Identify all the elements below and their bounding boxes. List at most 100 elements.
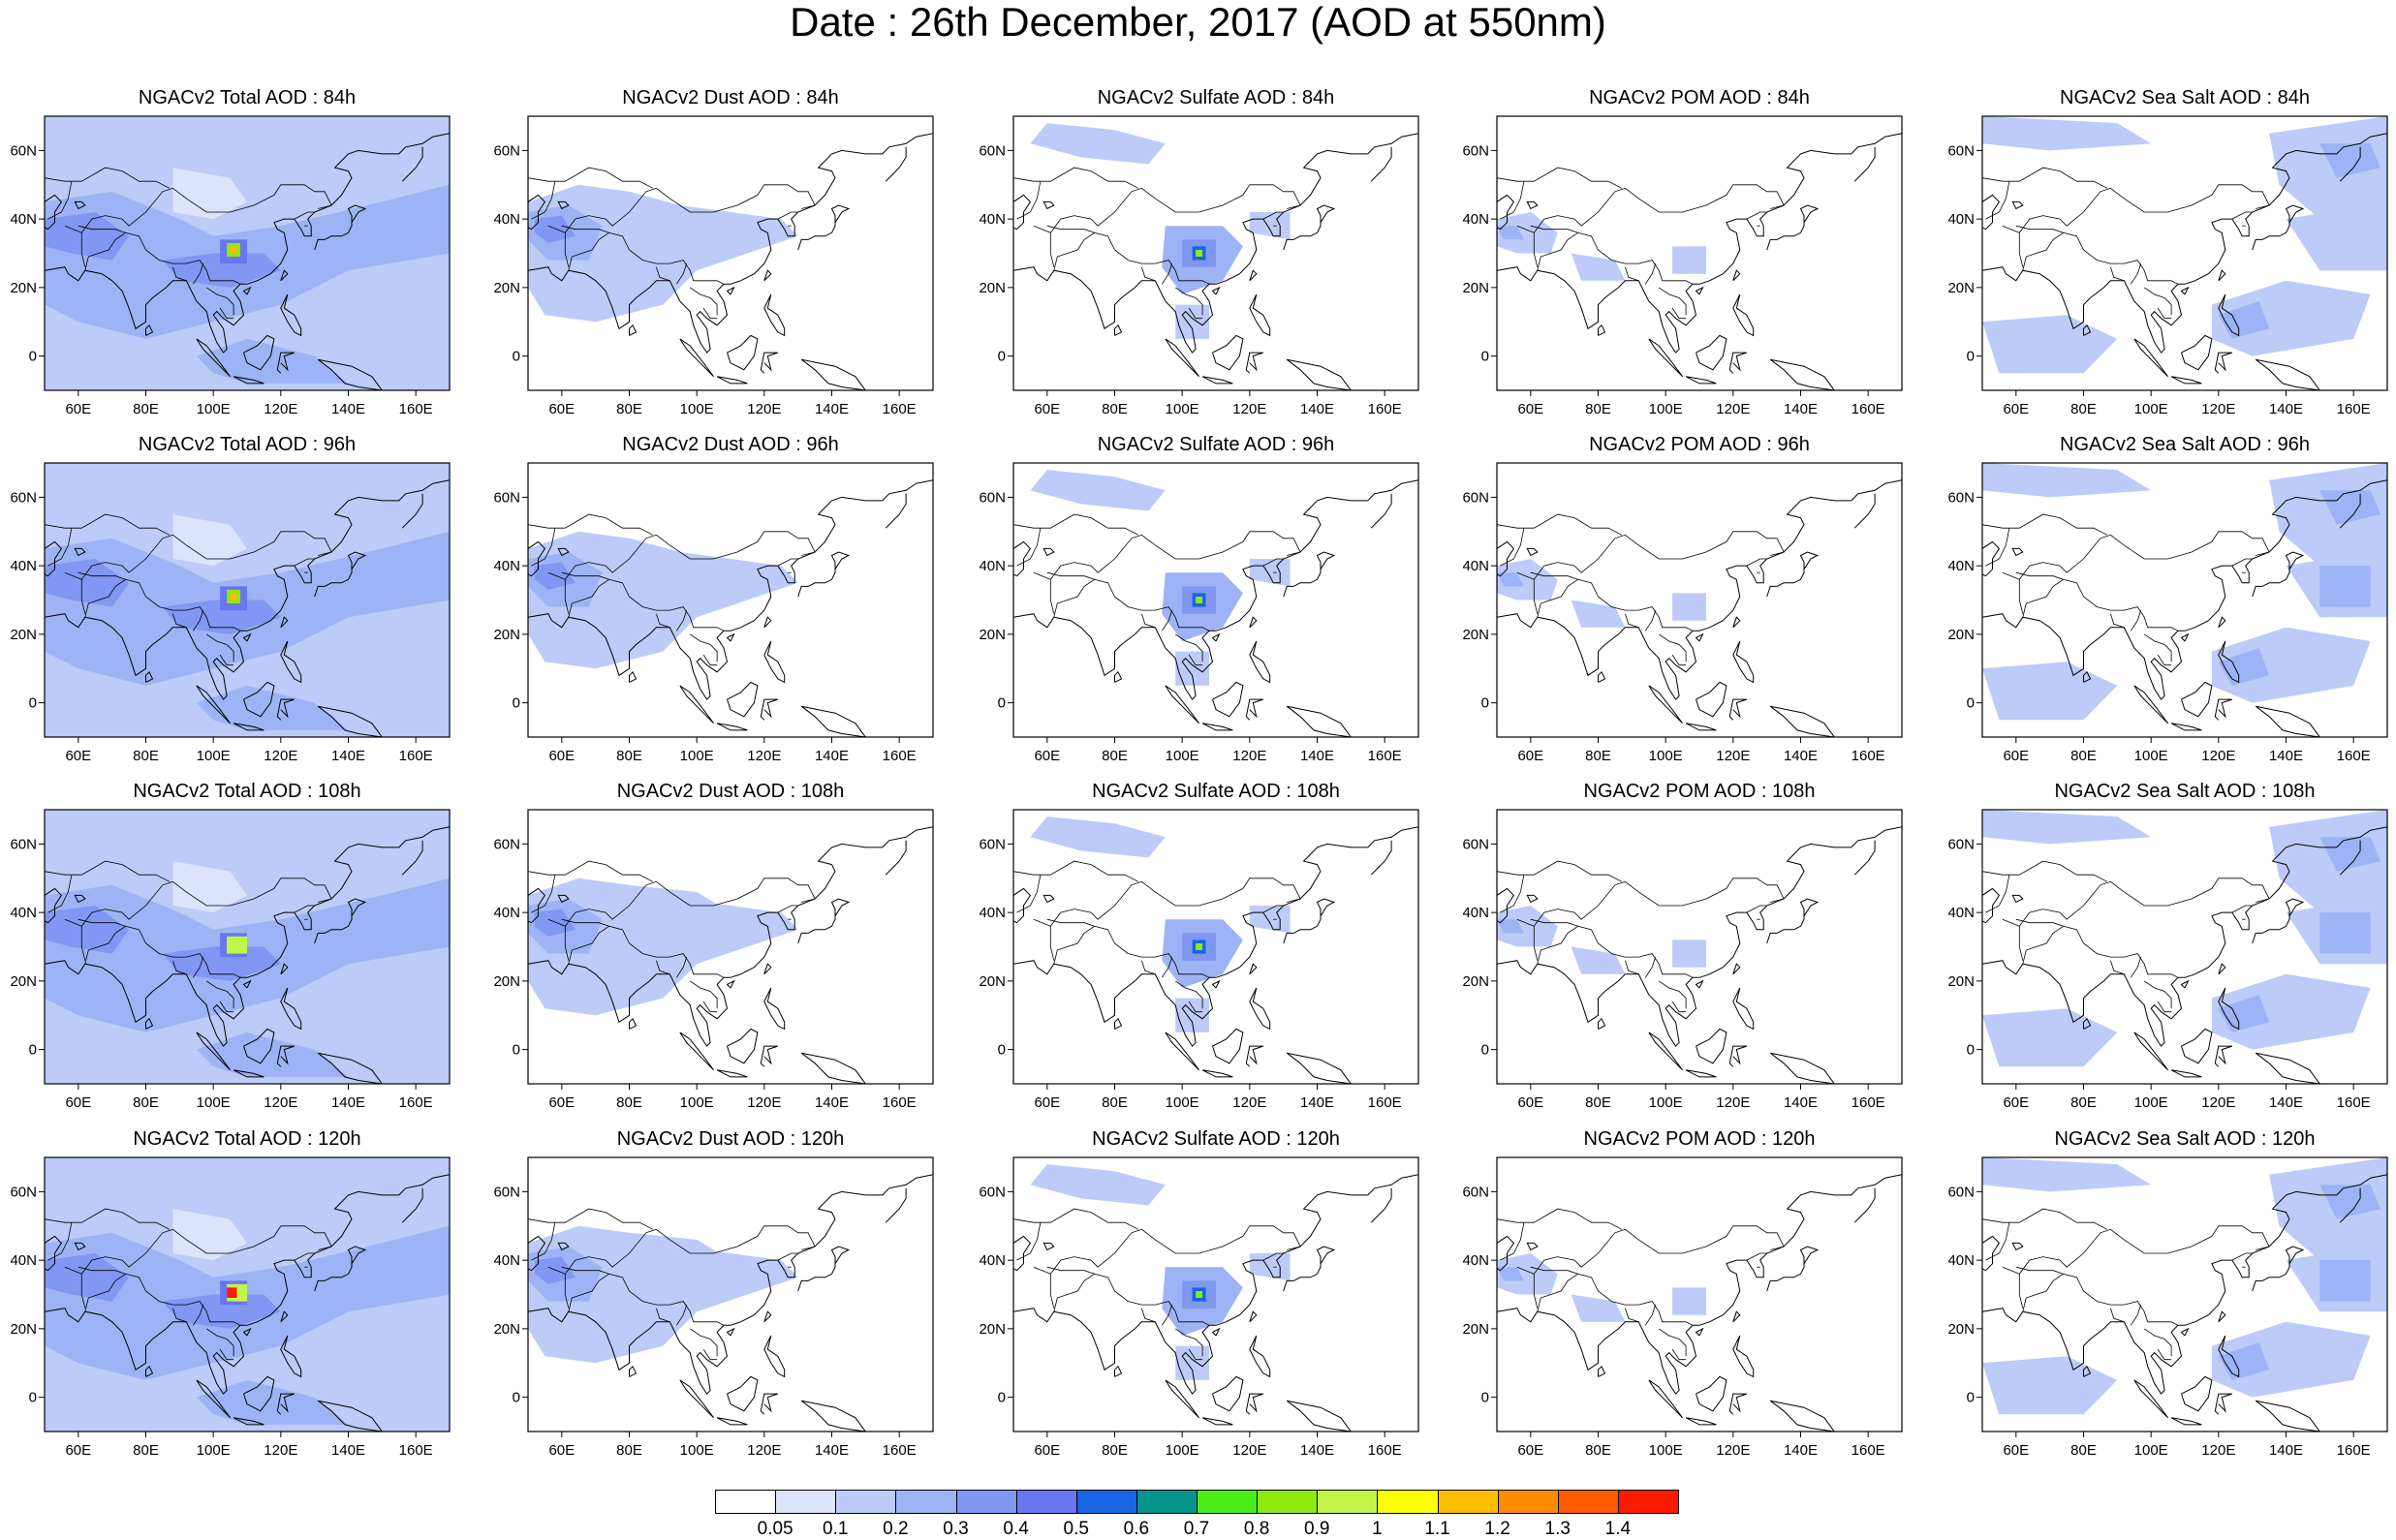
aod-field-patch [196, 1379, 349, 1425]
country-border [1671, 1001, 1687, 1013]
panel-title: NGACv2 Sulfate AOD : 120h [1092, 1128, 1340, 1150]
coastline [1042, 547, 1055, 557]
country-border [1500, 875, 1525, 913]
coastline [1982, 540, 2001, 577]
coastline [1249, 616, 1258, 629]
country-border [1174, 1328, 1203, 1357]
country-border [2130, 262, 2142, 285]
coastline [528, 826, 933, 1047]
coastline [1853, 146, 1876, 182]
map-plot: 60E 80E 100E 120E 140E 160E 0 20N 40N 60N [10, 462, 451, 764]
coastline [1695, 1327, 1704, 1337]
aod-field-patch [629, 884, 731, 920]
coastline [1211, 632, 1221, 642]
coastline [629, 1017, 638, 1030]
lon-tick-label: 100E [197, 748, 231, 764]
lon-tick-label: 140E [331, 1442, 365, 1459]
lon-tick-label: 60E [1034, 1442, 1060, 1459]
lon-tick-label: 80E [616, 401, 642, 417]
lat-tick-label: 40N [10, 905, 37, 921]
coastline [1211, 979, 1221, 989]
lat-tick-label: 0 [998, 695, 1006, 712]
page-title: Date : 26th December, 2017 (AOD at 550nm… [790, 0, 1606, 45]
coastline [1249, 640, 1271, 684]
coastline [74, 200, 86, 210]
coastline [1526, 200, 1539, 210]
country-border [1033, 1266, 1055, 1309]
country-border [1053, 1273, 1095, 1312]
lon-tick-label: 80E [1585, 1442, 1611, 1459]
panel-title: NGACv2 Dust AOD : 96h [622, 434, 839, 455]
country-border [702, 654, 718, 666]
aod-field-patch [1497, 1267, 1524, 1281]
country-border [84, 578, 126, 618]
country-border [1500, 528, 1525, 567]
lat-tick-label: 20N [979, 280, 1006, 296]
aod-field-patch [2218, 301, 2270, 339]
lat-tick-label: 0 [513, 1390, 520, 1406]
country-border [192, 956, 204, 978]
lon-tick-label: 60E [2003, 1442, 2029, 1459]
country-border [1046, 571, 1210, 631]
lon-tick-label: 160E [1851, 1442, 1885, 1459]
country-border [547, 918, 570, 961]
country-border [2018, 1225, 2270, 1275]
aod-field-patch [1497, 212, 1558, 254]
coastline [314, 1246, 367, 1292]
aod-field-patch [1672, 939, 1706, 968]
lat-tick-label: 20N [10, 280, 37, 296]
coastline [1370, 840, 1392, 876]
lon-tick-label: 160E [2337, 748, 2371, 764]
country-border [64, 918, 86, 961]
lon-tick-label: 120E [1232, 1442, 1266, 1459]
lon-tick-label: 120E [2201, 748, 2235, 764]
country-border [1046, 225, 1210, 285]
colorbar-swatch [1377, 1490, 1439, 1514]
lon-tick-label: 100E [2134, 748, 2168, 764]
map-plot: 60E 80E 100E 120E 140E 160E 0 20N 40N 60N [10, 809, 451, 1111]
colorbar-label: 1.1 [1424, 1519, 1450, 1539]
lat-tick-label: 60N [1462, 1184, 1489, 1200]
coastline [2181, 1028, 2213, 1064]
lat-tick-label: 60N [10, 1184, 37, 1200]
country-border [1625, 613, 1639, 629]
coastline [2181, 681, 2213, 718]
country-border [205, 1328, 234, 1357]
map-frame [527, 462, 934, 738]
coastline [800, 1400, 866, 1432]
aod-field-patch [196, 685, 349, 730]
aod-field-patch [2211, 973, 2371, 1050]
lat-tick-label: 40N [979, 905, 1006, 921]
coastline [760, 698, 778, 721]
lat-tick-label: 0 [998, 1042, 1006, 1059]
lon-tick-label: 160E [1851, 748, 1885, 764]
map-panel-seasalt-108h: NGACv2 Sea Salt AOD : 108h 60E 80E 100E 120E… [1947, 781, 2388, 1113]
country-border [47, 181, 73, 220]
colorbar-label: 1 [1372, 1519, 1383, 1539]
coastline [2133, 338, 2169, 378]
lon-tick-label: 80E [1585, 1094, 1611, 1111]
coastline [1249, 293, 1271, 337]
aod-field-patch [2269, 463, 2387, 567]
country-border [1262, 1252, 1284, 1261]
lat-tick-label: 40N [1462, 905, 1489, 921]
lon-tick-label: 100E [2134, 1094, 2168, 1111]
country-border [1982, 167, 2108, 189]
lon-tick-label: 120E [1716, 748, 1750, 764]
lon-tick-label: 80E [1585, 748, 1611, 764]
coastline [280, 640, 302, 684]
lon-tick-label: 100E [680, 1094, 714, 1111]
lon-tick-label: 120E [1716, 401, 1750, 417]
lat-tick-label: 60N [979, 489, 1006, 506]
map-frame [1981, 809, 2388, 1085]
coastline [2255, 705, 2320, 737]
coastline [1648, 1032, 1684, 1071]
lat-tick-label: 20N [1947, 280, 1975, 296]
coastline [2252, 1246, 2305, 1292]
coastline [1982, 826, 2387, 1047]
aod-field-patch [2218, 648, 2270, 686]
country-border [2231, 211, 2253, 220]
coastline [242, 1327, 252, 1337]
coastline [1201, 376, 1233, 385]
map-plot: 60E 80E 100E 120E 140E 160E 0 20N 40N 60N [10, 115, 451, 417]
